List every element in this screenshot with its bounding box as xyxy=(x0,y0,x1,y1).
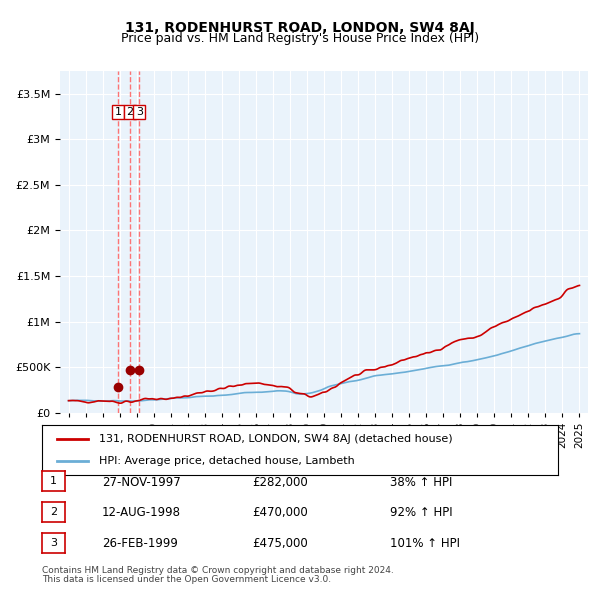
Text: 38% ↑ HPI: 38% ↑ HPI xyxy=(390,476,452,489)
Text: 131, RODENHURST ROAD, LONDON, SW4 8AJ (detached house): 131, RODENHURST ROAD, LONDON, SW4 8AJ (d… xyxy=(99,434,452,444)
Text: 1: 1 xyxy=(115,107,121,117)
Text: HPI: Average price, detached house, Lambeth: HPI: Average price, detached house, Lamb… xyxy=(99,456,355,466)
Text: 101% ↑ HPI: 101% ↑ HPI xyxy=(390,537,460,550)
Text: This data is licensed under the Open Government Licence v3.0.: This data is licensed under the Open Gov… xyxy=(42,575,331,584)
Text: 3: 3 xyxy=(136,107,143,117)
Text: 1: 1 xyxy=(50,477,57,486)
Text: 26-FEB-1999: 26-FEB-1999 xyxy=(102,537,178,550)
Text: Price paid vs. HM Land Registry's House Price Index (HPI): Price paid vs. HM Land Registry's House … xyxy=(121,32,479,45)
Text: Contains HM Land Registry data © Crown copyright and database right 2024.: Contains HM Land Registry data © Crown c… xyxy=(42,566,394,575)
Text: 12-AUG-1998: 12-AUG-1998 xyxy=(102,506,181,519)
Text: £475,000: £475,000 xyxy=(252,537,308,550)
Text: 92% ↑ HPI: 92% ↑ HPI xyxy=(390,506,452,519)
Text: 27-NOV-1997: 27-NOV-1997 xyxy=(102,476,181,489)
Text: £470,000: £470,000 xyxy=(252,506,308,519)
Text: 2: 2 xyxy=(127,107,134,117)
Text: £282,000: £282,000 xyxy=(252,476,308,489)
Text: 3: 3 xyxy=(50,538,57,548)
Text: 131, RODENHURST ROAD, LONDON, SW4 8AJ: 131, RODENHURST ROAD, LONDON, SW4 8AJ xyxy=(125,21,475,35)
Text: 2: 2 xyxy=(50,507,57,517)
